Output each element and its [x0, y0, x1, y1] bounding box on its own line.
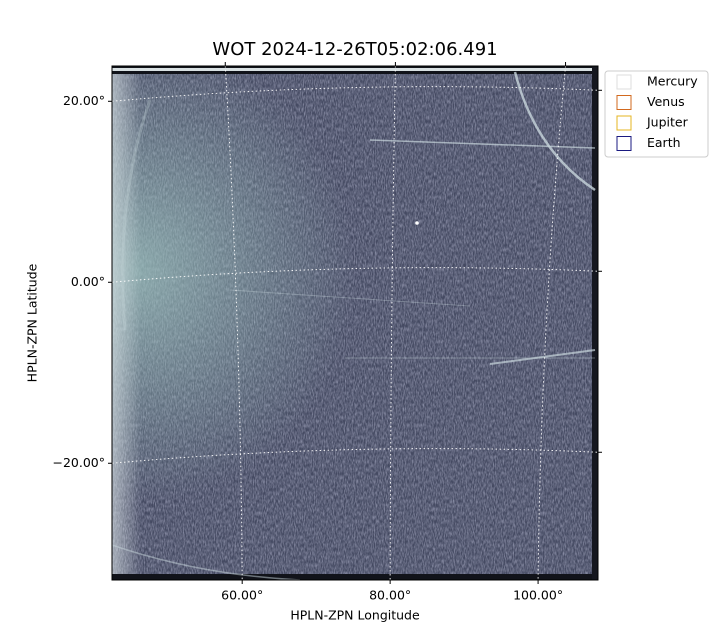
x-axis-label: HPLN-ZPN Longitude	[290, 608, 420, 623]
star	[415, 221, 419, 225]
x-tick-label: 60.00°	[221, 588, 263, 603]
legend-label: Earth	[647, 135, 681, 150]
legend	[604, 70, 709, 158]
y-tick-label: 0.00°	[71, 274, 105, 289]
legend-label: Mercury	[647, 74, 698, 89]
y-tick-label: −20.00°	[52, 455, 105, 470]
y-axis-label: HPLN-ZPN Latitude	[25, 263, 40, 382]
x-tick-label: 80.00°	[369, 588, 411, 603]
legend-marker	[616, 136, 632, 151]
grid-line	[224, 66, 243, 580]
grid-line	[389, 66, 396, 580]
legend-marker	[616, 115, 632, 131]
chart-title: WOT 2024-12-26T05:02:06.491	[212, 39, 497, 60]
legend-label: Venus	[647, 94, 685, 109]
y-tick-label: 20.00°	[63, 93, 105, 108]
legend-marker	[616, 95, 632, 110]
legend-marker	[616, 74, 632, 90]
legend-label: Jupiter	[646, 115, 689, 130]
x-tick-label: 100.00°	[513, 588, 563, 603]
grid-line	[537, 66, 567, 580]
axes-frame	[111, 65, 599, 581]
image	[112, 66, 598, 580]
